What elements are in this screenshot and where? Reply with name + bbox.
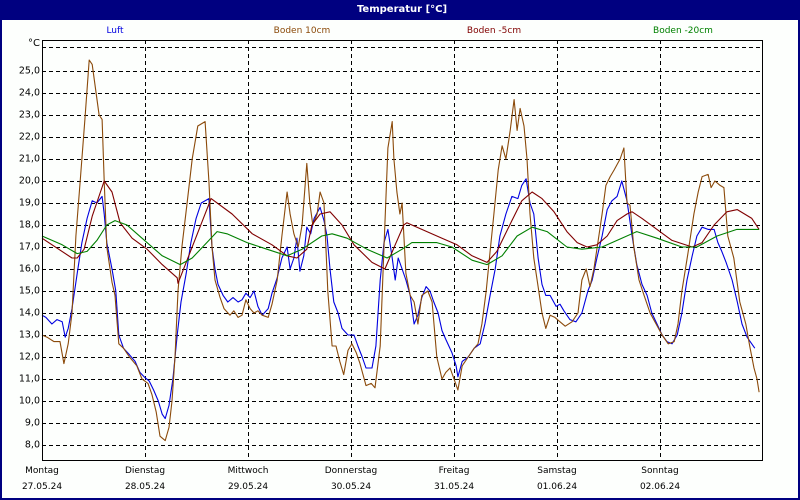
y-tick-label: 23,0 — [18, 109, 40, 121]
x-tick-date: 29.05.24 — [227, 482, 269, 492]
plot-frame — [42, 40, 763, 461]
y-tick-label: 8,0 — [24, 439, 40, 451]
series-line-boden-20cm — [41, 220, 760, 266]
x-tick-day: Sonntag — [641, 466, 679, 476]
y-tick-label: 12,0 — [18, 351, 40, 363]
legend-boden-10cm: Boden 10cm — [273, 26, 331, 36]
y-tick-label: 13,0 — [18, 329, 40, 341]
x-tick-day: Samstag — [537, 466, 577, 476]
x-tick-day: Dienstag — [124, 466, 166, 476]
x-tick-date: 02.06.24 — [639, 482, 681, 492]
y-tick-label: 24,0 — [18, 87, 40, 99]
series-line-boden-5cm — [41, 180, 760, 284]
y-tick-label: 19,0 — [18, 197, 40, 209]
y-tick-label: 11,0 — [18, 373, 40, 385]
x-tick-date: 30.05.24 — [330, 482, 372, 492]
y-tick-label: 9,0 — [24, 417, 40, 429]
y-tick-label: 18,0 — [18, 219, 40, 231]
x-tick-day: Donnerstag — [324, 466, 378, 476]
y-tick-label: 15,0 — [18, 285, 40, 297]
series-line-boden-10cm — [41, 59, 760, 442]
y-axis-unit: °C — [28, 38, 40, 49]
y-tick-label: 21,0 — [18, 153, 40, 165]
y-tick-label: 17,0 — [18, 241, 40, 253]
x-tick-date: 27.05.24 — [21, 482, 63, 492]
y-tick-label: 10,0 — [18, 395, 40, 407]
y-tick-label: 16,0 — [18, 263, 40, 275]
y-tick-label: 20,0 — [18, 175, 40, 187]
y-tick-label: 14,0 — [18, 307, 40, 319]
x-tick-day: Montag — [25, 466, 59, 476]
legend-boden-minus-20cm: Boden -20cm — [653, 26, 713, 36]
y-tick-label: 25,0 — [18, 65, 40, 77]
legend-boden-minus-5cm: Boden -5cm — [466, 26, 522, 36]
legend-luft: Luft — [106, 26, 124, 36]
x-tick-day: Freitag — [438, 466, 470, 476]
window-title: Temperatur [°C] — [2, 0, 800, 20]
x-tick-date: 31.05.24 — [433, 482, 475, 492]
x-tick-date: 01.06.24 — [536, 482, 578, 492]
y-tick-label: 22,0 — [18, 131, 40, 143]
x-tick-day: Mittwoch — [227, 466, 269, 476]
series-line-luft — [41, 178, 756, 420]
x-tick-date: 28.05.24 — [124, 482, 166, 492]
